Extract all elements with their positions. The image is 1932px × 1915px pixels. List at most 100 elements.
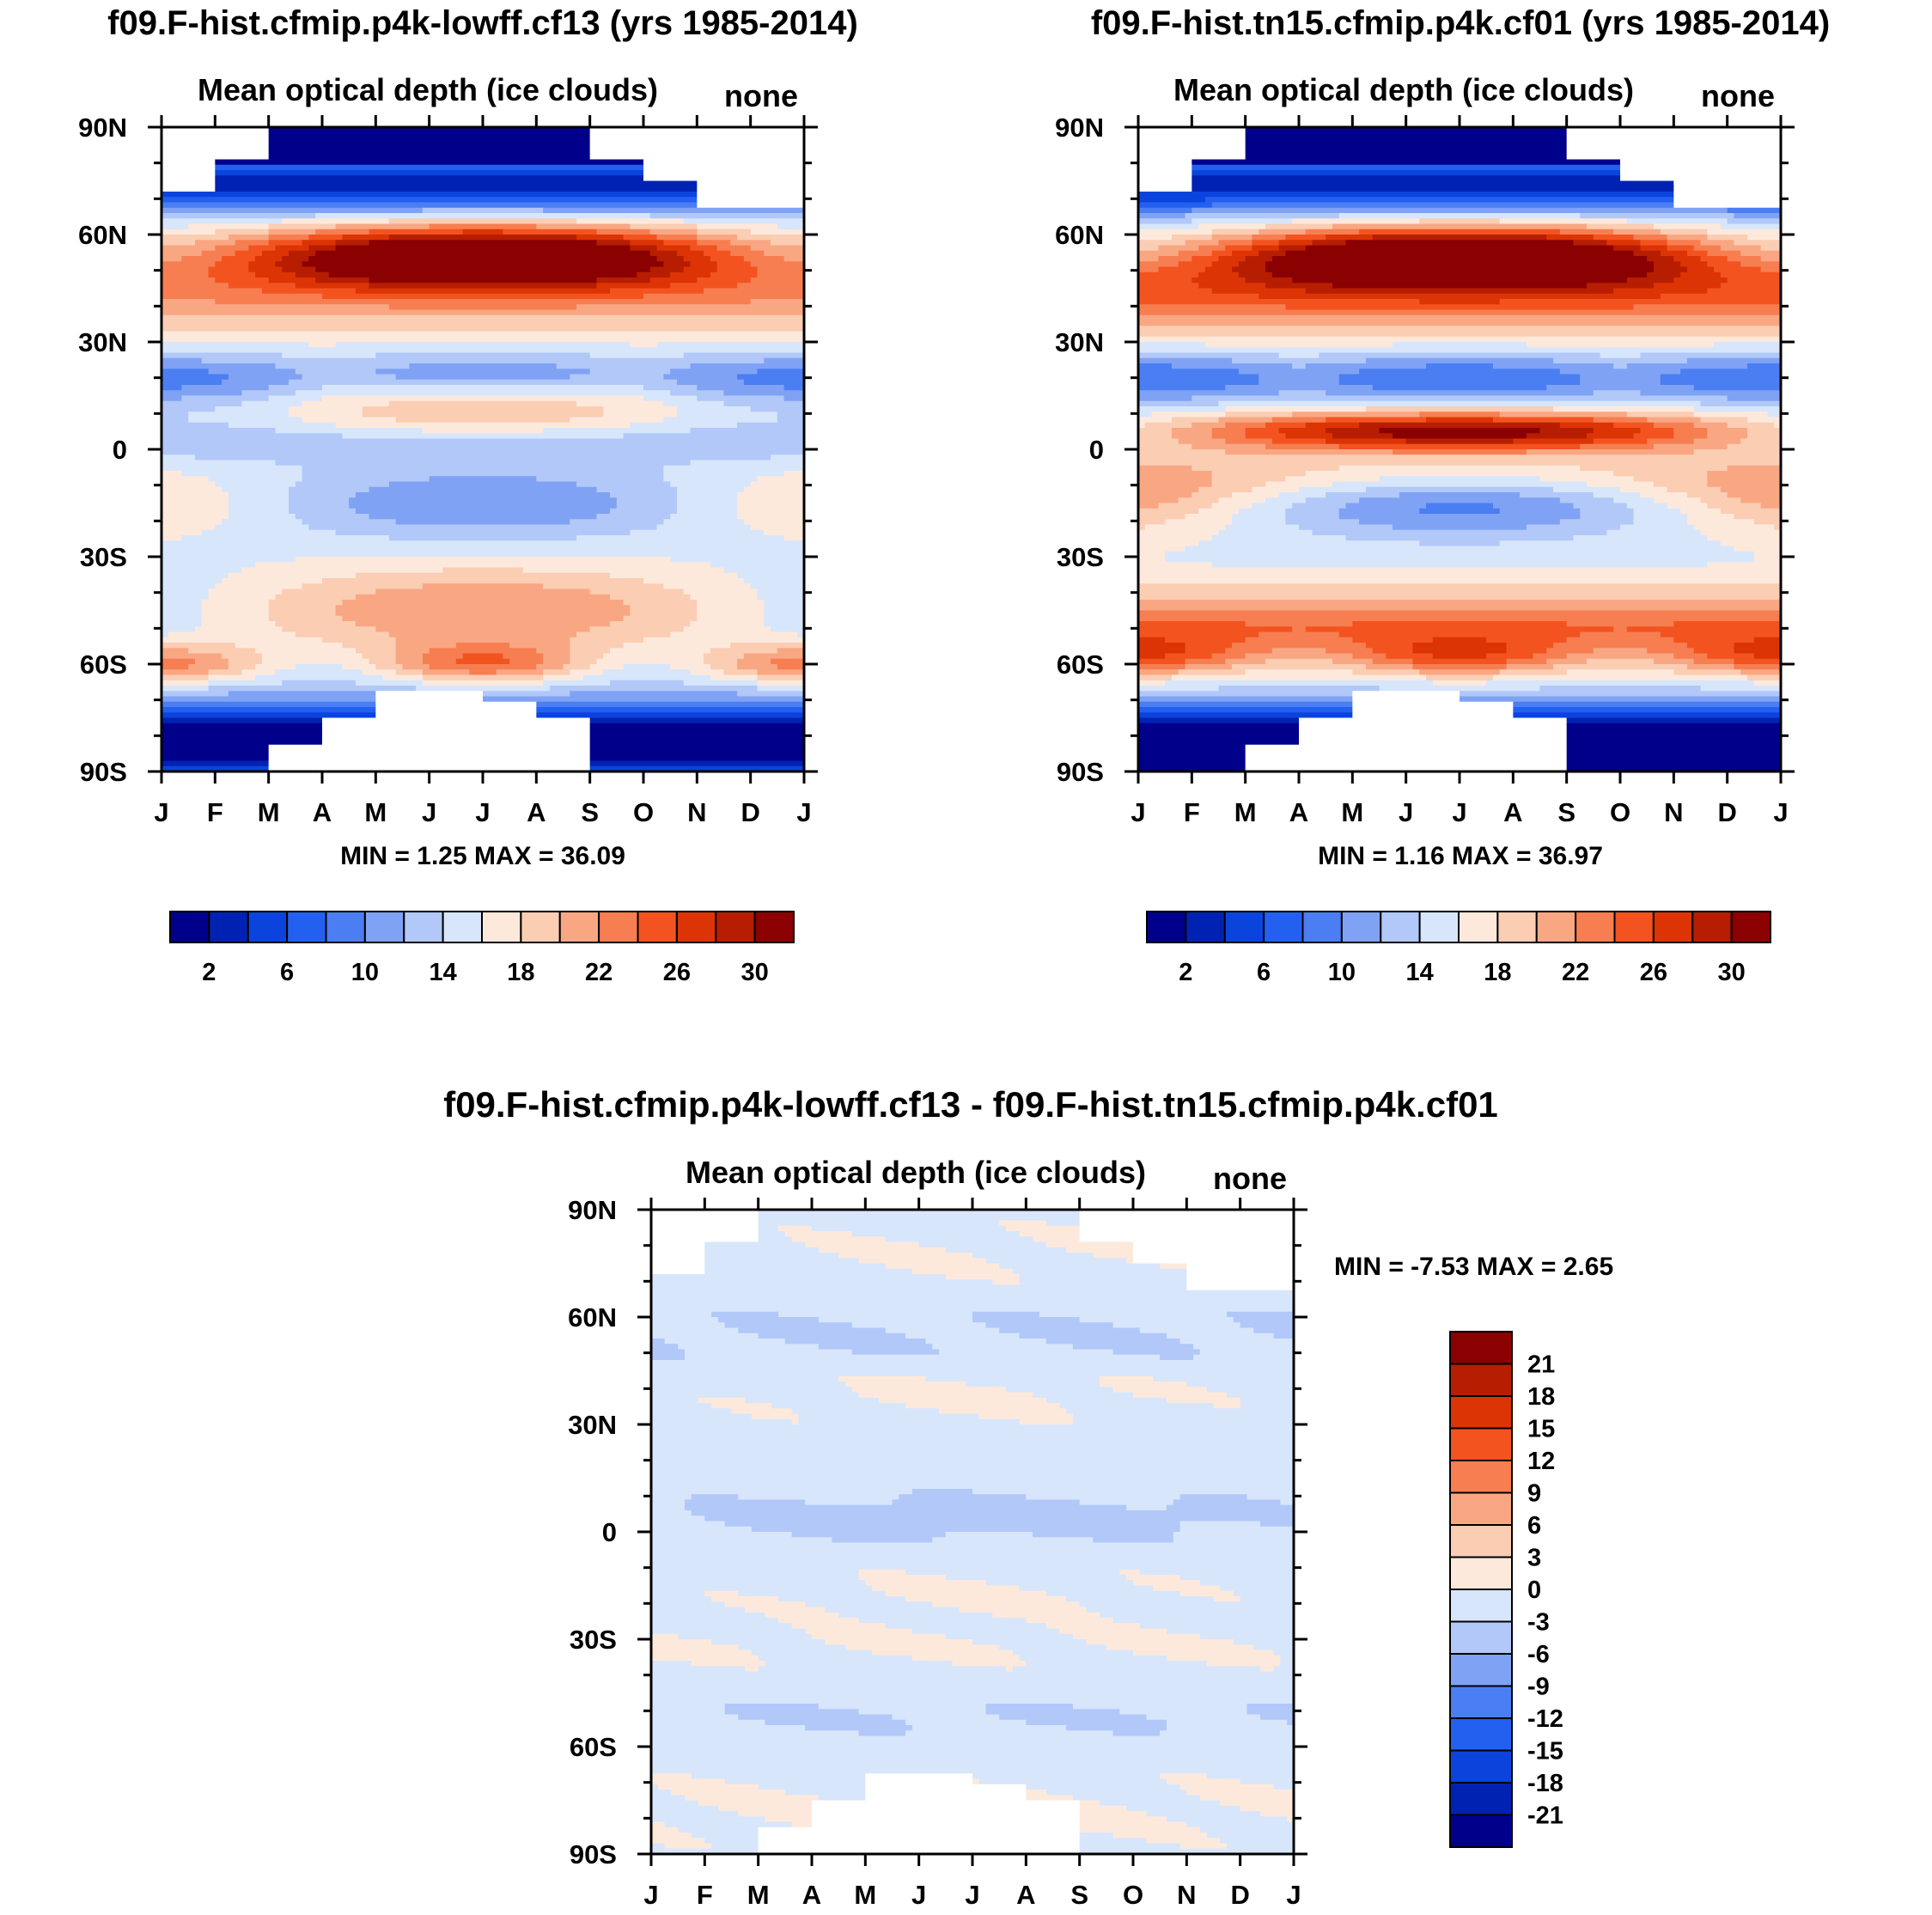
contour-cell bbox=[261, 250, 289, 257]
contour-cell bbox=[1246, 1494, 1294, 1501]
contour-cell bbox=[771, 626, 804, 633]
x-tick-label: A bbox=[802, 1880, 821, 1910]
contour-cell bbox=[757, 369, 804, 375]
contour-cell bbox=[1352, 712, 1514, 719]
colorbar-label: 18 bbox=[507, 959, 534, 986]
contour-cell bbox=[308, 524, 658, 531]
contour-cell bbox=[1566, 669, 1674, 676]
contour-cell bbox=[295, 369, 376, 375]
contour-cell bbox=[1086, 1639, 1234, 1645]
contour-cell bbox=[1112, 1349, 1201, 1356]
contour-cell bbox=[1138, 637, 1166, 643]
contour-cell bbox=[1245, 256, 1273, 262]
contour-cell bbox=[905, 1403, 1060, 1409]
contour-cell bbox=[235, 643, 343, 649]
contour-cell bbox=[1138, 363, 1173, 369]
contour-cell bbox=[651, 1301, 1294, 1308]
colorbar-swatch bbox=[1730, 911, 1771, 943]
contour-cell bbox=[1278, 240, 1313, 247]
contour-cell bbox=[1332, 433, 1393, 440]
contour-cell bbox=[162, 235, 229, 241]
contour-cell bbox=[1199, 1349, 1294, 1356]
colorbar-label: -21 bbox=[1527, 1802, 1563, 1830]
contour-cell bbox=[1158, 266, 1206, 273]
contour-cell bbox=[1280, 1661, 1294, 1667]
contour-cell bbox=[228, 497, 289, 504]
contour-cell bbox=[248, 261, 277, 268]
contour-cell bbox=[1580, 508, 1635, 515]
contour-cell bbox=[1727, 492, 1781, 498]
contour-cell bbox=[1138, 729, 1300, 735]
y-tick-label: 0 bbox=[113, 435, 127, 465]
contour-cell bbox=[1259, 379, 1340, 386]
x-tick-label: J bbox=[422, 797, 436, 827]
contour-cell bbox=[1119, 1569, 1141, 1576]
contour-cell bbox=[576, 304, 804, 311]
contour-cell bbox=[422, 207, 544, 214]
contour-cell bbox=[1526, 433, 1588, 440]
contour-cell bbox=[275, 428, 424, 434]
contour-cell bbox=[737, 664, 778, 670]
contour-cell bbox=[1019, 1231, 1081, 1237]
contour-cell bbox=[1305, 471, 1614, 477]
contour-cell bbox=[536, 712, 804, 719]
contour-cell bbox=[1559, 369, 1681, 375]
contour-cell bbox=[342, 600, 625, 606]
contour-cell bbox=[1026, 1661, 1208, 1667]
contour-cell bbox=[302, 240, 337, 247]
contour-cell bbox=[162, 218, 283, 225]
contour-cell bbox=[241, 390, 296, 397]
contour-cell bbox=[582, 674, 711, 681]
contour-cell bbox=[683, 589, 759, 595]
contour-cell bbox=[215, 229, 270, 235]
contour-cell bbox=[1079, 1236, 1294, 1243]
contour-cell bbox=[375, 589, 591, 595]
contour-cell bbox=[375, 369, 591, 375]
contour-cell bbox=[805, 1725, 913, 1731]
contour-cell bbox=[576, 218, 685, 225]
contour-cell bbox=[1233, 1317, 1294, 1323]
contour-cell bbox=[716, 261, 752, 268]
contour-cell bbox=[651, 1339, 666, 1345]
contour-cell bbox=[1653, 481, 1708, 488]
contour-cell bbox=[1566, 149, 1781, 155]
contour-cell bbox=[1640, 245, 1668, 252]
contour-cell bbox=[235, 250, 263, 257]
contour-cell bbox=[737, 374, 804, 381]
contour-cell bbox=[1285, 476, 1380, 483]
contour-cell bbox=[1365, 643, 1414, 649]
contour-cell bbox=[1138, 390, 1280, 397]
contour-cell bbox=[1138, 600, 1781, 606]
contour-cell bbox=[738, 1811, 813, 1817]
contour-cell bbox=[764, 600, 804, 606]
contour-cell bbox=[1211, 261, 1240, 268]
contour-cell bbox=[1138, 149, 1246, 155]
contour-cell bbox=[235, 240, 270, 247]
contour-cell bbox=[764, 615, 804, 622]
x-tick-label: M bbox=[1234, 797, 1257, 827]
contour-cell bbox=[162, 374, 229, 381]
contour-cell bbox=[1673, 186, 1781, 192]
contour-cell bbox=[369, 514, 598, 520]
contour-cell bbox=[1305, 497, 1360, 504]
contour-cell bbox=[1260, 1666, 1275, 1673]
contour-cell bbox=[643, 385, 698, 391]
contour-cell bbox=[1066, 1408, 1294, 1415]
colorbar-swatch bbox=[1449, 1524, 1513, 1558]
colorbar-swatch bbox=[247, 911, 289, 943]
contour-cell bbox=[355, 508, 611, 515]
contour-cell bbox=[1138, 320, 1781, 326]
contour-cell bbox=[208, 266, 249, 273]
contour-cell bbox=[422, 674, 544, 681]
contour-cell bbox=[865, 1773, 973, 1780]
contour-cell bbox=[255, 562, 711, 569]
contour-cell bbox=[1693, 412, 1769, 418]
contour-cell bbox=[649, 229, 698, 235]
contour-cell bbox=[1426, 503, 1494, 509]
contour-cell bbox=[1700, 417, 1748, 424]
contour-cell bbox=[704, 1258, 860, 1265]
contour-cell bbox=[750, 245, 804, 252]
contour-cell bbox=[825, 1607, 960, 1613]
contour-cell bbox=[651, 1575, 860, 1581]
contour-cell bbox=[1253, 1327, 1294, 1334]
